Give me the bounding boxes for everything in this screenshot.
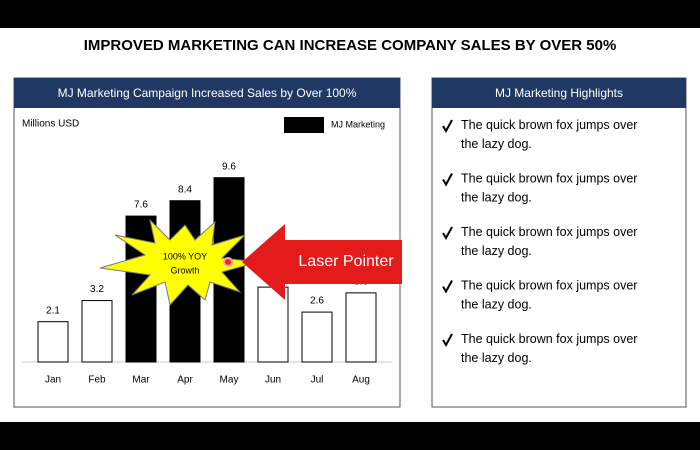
highlight-line: the lazy dog. — [461, 351, 532, 365]
x-tick-label: Aug — [352, 375, 370, 386]
highlight-list: The quick brown fox jumps over the lazy d… — [442, 118, 637, 365]
x-tick-label: Jun — [265, 375, 281, 386]
highlight-item: The quick brown fox jumps over the lazy d… — [461, 332, 637, 365]
value-label: 2.6 — [310, 296, 324, 307]
highlight-line: the lazy dog. — [461, 137, 532, 151]
highlight-item: The quick brown fox jumps over the lazy d… — [461, 118, 637, 151]
axis-unit: Millions USD — [22, 119, 79, 130]
highlight-line: The quick brown fox jumps over — [461, 332, 637, 346]
chart-title: MJ Marketing Campaign Increased Sales by… — [58, 86, 357, 100]
bar — [37, 321, 69, 363]
highlights-header — [432, 78, 686, 108]
check-mark — [442, 333, 453, 348]
highlight-line: the lazy dog. — [461, 298, 532, 312]
highlight-line: the lazy dog. — [461, 244, 532, 258]
highlight-item: The quick brown fox jumps over the lazy d… — [461, 172, 637, 205]
x-tick-label: Feb — [88, 375, 106, 386]
highlight-line: The quick brown fox jumps over — [461, 225, 637, 239]
highlights-title: MJ Marketing Highlights — [495, 86, 623, 100]
x-tick-label: Apr — [177, 375, 193, 386]
arrow-label: Laser Pointer — [298, 253, 394, 270]
starburst — [99, 218, 259, 307]
burst-label: 100% YOY — [163, 251, 207, 261]
value-label: 3.2 — [90, 284, 104, 295]
check-mark — [442, 280, 453, 294]
highlight-item: The quick brown fox jumps over the lazy d… — [461, 279, 637, 312]
bar — [301, 311, 333, 363]
legend-label: MJ Marketing — [331, 119, 385, 129]
x-tick-label: Jan — [45, 375, 61, 386]
value-label: 7.6 — [134, 200, 148, 211]
arrow — [242, 224, 402, 300]
x-tick-label: Mar — [132, 375, 150, 386]
x-tick-label: Jul — [311, 375, 324, 386]
chart-header — [14, 78, 400, 108]
highlight-line: The quick brown fox jumps over — [461, 279, 637, 293]
laser-dot — [223, 257, 233, 267]
value-label: 9.6 — [222, 161, 236, 172]
bar — [345, 292, 377, 363]
bar — [257, 286, 289, 363]
highlight-line: The quick brown fox jumps over — [461, 172, 637, 186]
value-label: 2.1 — [46, 305, 60, 316]
highlight-line: The quick brown fox jumps over — [461, 118, 637, 132]
highlight-item: The quick brown fox jumps over the lazy d… — [461, 225, 637, 258]
check-mark — [442, 119, 453, 134]
burst-label: Growth — [170, 265, 199, 275]
highlights-panel — [431, 77, 687, 408]
legend-swatch — [284, 117, 324, 133]
check-mark — [442, 226, 453, 241]
slide-title: IMPROVED MARKETING CAN INCREASE COMPANY … — [84, 37, 617, 54]
check-mark — [442, 173, 453, 187]
x-tick-label: May — [220, 375, 239, 386]
highlight-line: the lazy dog. — [461, 191, 532, 205]
bar — [81, 300, 113, 363]
value-label: 8.4 — [178, 184, 192, 195]
